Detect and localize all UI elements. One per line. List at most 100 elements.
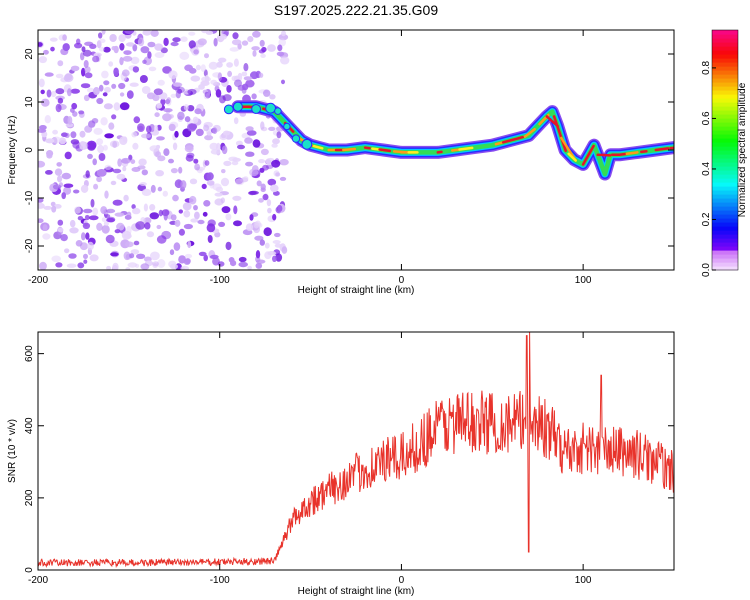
- noise-blob: [264, 242, 270, 249]
- noise-blob: [278, 38, 287, 47]
- noise-blob: [42, 233, 51, 240]
- noise-blob: [173, 242, 181, 251]
- noise-blob: [214, 192, 223, 197]
- noise-blob: [206, 180, 215, 186]
- noise-blob: [85, 232, 90, 240]
- colorbar-cell: [712, 250, 738, 255]
- noise-blob: [123, 50, 132, 55]
- noise-blob: [92, 55, 100, 63]
- colorbar-cell: [712, 126, 738, 131]
- ridge-core-segment: [596, 153, 612, 157]
- noise-blob: [149, 212, 160, 220]
- noise-blob: [147, 51, 152, 59]
- noise-blob: [71, 102, 78, 110]
- noise-blob: [116, 173, 126, 180]
- ridge-layer: [223, 100, 674, 181]
- noise-blob: [98, 153, 106, 161]
- noise-blob: [133, 116, 141, 124]
- noise-blob: [63, 248, 70, 254]
- noise-blob: [87, 153, 93, 159]
- noise-blob: [103, 80, 110, 86]
- noise-blob: [126, 211, 132, 218]
- noise-blob: [154, 43, 164, 51]
- noise-blob: [276, 205, 283, 212]
- noise-blob: [38, 160, 46, 168]
- noise-blob: [248, 190, 259, 195]
- noise-blob: [173, 82, 183, 87]
- noise-blob: [81, 232, 86, 241]
- noise-blob: [72, 111, 78, 117]
- noise-blob: [121, 157, 131, 164]
- colorbar-cell: [712, 162, 738, 167]
- noise-blob: [193, 158, 199, 164]
- noise-blob: [43, 205, 52, 210]
- noise-blob: [249, 214, 254, 221]
- noise-blob: [162, 113, 172, 122]
- noise-blob: [130, 159, 136, 165]
- noise-blob: [114, 229, 121, 234]
- noise-blob: [188, 67, 197, 74]
- noise-blob: [140, 46, 150, 54]
- noise-blob: [119, 43, 125, 51]
- noise-blob: [147, 41, 156, 48]
- noise-blob: [101, 217, 107, 223]
- noise-blob: [204, 134, 214, 141]
- colorbar-cell: [712, 262, 738, 267]
- ridge-core-segment: [494, 141, 505, 146]
- noise-blob: [119, 136, 128, 146]
- noise-blob: [245, 126, 254, 132]
- noise-blob: [83, 259, 88, 264]
- colorbar-cell: [712, 34, 738, 39]
- snr-panel: -200 -100 0 100 0 200 400 600 Height of straig…: [7, 331, 675, 597]
- noise-blob: [274, 232, 281, 238]
- noise-layer: [38, 30, 290, 270]
- noise-blob: [212, 257, 220, 266]
- noise-blob: [55, 73, 64, 79]
- noise-blob: [104, 86, 111, 93]
- noise-blob: [201, 76, 211, 82]
- noise-blob: [90, 198, 95, 208]
- ridge-blob: [232, 101, 243, 112]
- ridge-blob: [274, 107, 282, 115]
- y-tick-label: 20: [24, 48, 35, 60]
- noise-blob: [247, 265, 253, 270]
- noise-blob: [52, 136, 61, 144]
- noise-blob: [150, 184, 156, 193]
- noise-blob: [276, 131, 282, 139]
- noise-blob: [260, 148, 269, 156]
- noise-blob: [131, 131, 138, 138]
- noise-blob: [98, 32, 103, 39]
- noise-blob: [138, 158, 147, 166]
- noise-blob: [183, 104, 189, 111]
- noise-blob: [38, 218, 44, 223]
- noise-blob: [55, 88, 65, 95]
- spectrogram-x-ticks: -200 -100 0 100: [28, 30, 592, 286]
- noise-blob: [106, 208, 116, 214]
- noise-blob: [42, 224, 48, 232]
- noise-blob: [156, 136, 165, 141]
- noise-blob: [168, 123, 176, 132]
- noise-blob: [141, 169, 148, 176]
- noise-blob: [124, 30, 135, 34]
- noise-blob: [214, 231, 221, 238]
- noise-blob: [209, 254, 219, 259]
- snr-series-line: [38, 332, 674, 569]
- y-tick-label: 0: [24, 567, 35, 573]
- ridge-core-segment: [523, 127, 536, 138]
- noise-blob: [197, 38, 207, 46]
- noise-blob: [96, 97, 104, 105]
- noise-blob: [259, 239, 265, 246]
- noise-blob: [238, 261, 248, 268]
- noise-blob: [121, 230, 132, 240]
- noise-blob: [117, 158, 122, 167]
- noise-blob: [108, 122, 115, 130]
- noise-blob: [177, 111, 185, 121]
- noise-blob: [260, 53, 266, 59]
- ridge-core-segment: [669, 146, 674, 150]
- noise-blob: [51, 255, 61, 263]
- noise-blob: [267, 178, 277, 186]
- noise-blob: [77, 262, 85, 269]
- noise-blob: [59, 137, 67, 145]
- noise-blob: [267, 251, 277, 256]
